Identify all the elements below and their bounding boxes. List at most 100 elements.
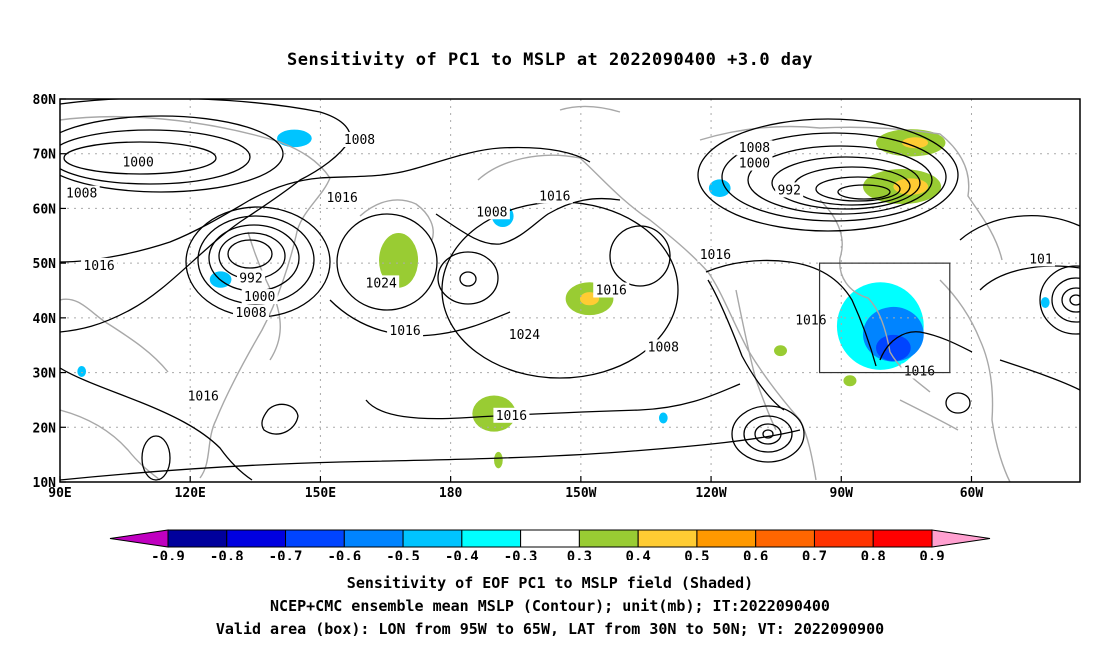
contour-label-bg — [775, 182, 804, 198]
colorbar-label: -0.5 — [386, 549, 420, 560]
contour-label: 1016 — [188, 390, 219, 405]
colorbar-label: -0.3 — [504, 549, 538, 560]
colorbar-swatch — [343, 529, 404, 548]
lat-tick-label: 60N — [33, 202, 57, 217]
contour-label: 1016 — [326, 191, 357, 206]
contour-label: 1016 — [700, 248, 731, 263]
lon-tick-label: 150W — [565, 486, 596, 501]
contour-label: 1008 — [235, 306, 266, 321]
colorbar: -0.9 -0.8 -0.7 -0.6 -0.5 -0.4 -0.3 0.3 0.4 0.5 0.6… — [109, 529, 991, 560]
contour-label-bg — [493, 407, 530, 423]
footer-caption-line1: Sensitivity of EOF PC1 to MSLP field (Sh… — [346, 574, 754, 592]
sensitivity-patch — [494, 451, 503, 469]
contour-label-bg — [506, 326, 543, 342]
contour-label-bg — [341, 132, 378, 148]
contour-label: 1024 — [509, 328, 540, 343]
contour-label-bg — [232, 304, 269, 320]
lon-tick-label: 120E — [175, 486, 206, 501]
sensitivity-patch — [277, 129, 312, 148]
lat-tick-label: 10N — [33, 476, 57, 491]
colorbar-label: 0.5 — [684, 549, 709, 560]
contour-label: 101 — [1029, 252, 1052, 267]
sensitivity-shading — [77, 129, 1050, 469]
contour-label: 992 — [777, 183, 800, 198]
lat-tick-label: 40N — [33, 312, 57, 327]
colorbar-swatch — [226, 529, 287, 548]
contour-label-bg — [901, 363, 938, 379]
contour-label: 992 — [239, 271, 262, 286]
sensitivity-patch — [876, 334, 911, 362]
colorbar-label: 0.6 — [743, 549, 768, 560]
contour-label-bg — [81, 257, 118, 273]
sensitivity-patch — [1040, 297, 1050, 309]
contour-label: 1008 — [344, 133, 375, 148]
contour-label: 1000 — [244, 290, 275, 305]
contour-label: 1016 — [596, 284, 627, 299]
colorbar-swatch — [167, 529, 228, 548]
lat-lon-grid — [60, 99, 1080, 482]
contour-label-bg — [63, 185, 100, 201]
contour-label-bg — [593, 282, 630, 298]
contour-label-bg — [363, 275, 400, 291]
colorbar-label: -0.6 — [327, 549, 361, 560]
lon-tick-label: 90E — [48, 486, 71, 501]
lat-tick-label: 70N — [33, 148, 57, 163]
sensitivity-patch — [708, 179, 731, 197]
contour-label: 1008 — [739, 141, 770, 156]
lat-tick-label: 50N — [33, 257, 57, 272]
colorbar-swatch — [813, 529, 874, 548]
contour-label-bg — [697, 246, 734, 262]
valid-area-rect — [818, 262, 951, 374]
contour-label-bg — [1026, 251, 1055, 267]
colorbar-label: 0.8 — [861, 549, 886, 560]
lon-tick-label: 120W — [695, 486, 726, 501]
colorbar-label: 0.4 — [626, 549, 651, 560]
contour-label: 1016 — [389, 324, 420, 339]
valid-area-box — [818, 262, 951, 374]
contour-label-bg — [645, 339, 682, 355]
colorbar-swatch — [637, 529, 698, 548]
contour-label: 1024 — [366, 276, 397, 291]
footer-caption-line3: Valid area (box): LON from 95W to 65W, L… — [215, 620, 885, 638]
colorbar-swatch — [872, 529, 933, 548]
lon-tick-label: 180 — [439, 486, 463, 501]
mslp-contours — [60, 99, 1080, 481]
colorbar-max-arrow — [931, 529, 991, 548]
lat-tick-label: 80N — [33, 93, 57, 108]
colorbar-swatch — [461, 529, 522, 548]
contour-label: 1016 — [83, 259, 114, 274]
contour-label: 1008 — [66, 187, 97, 202]
map-border — [59, 98, 1081, 483]
contour-label: 1000 — [122, 155, 153, 170]
lat-tick-label: 20N — [33, 421, 57, 436]
contour-label-bg — [387, 322, 424, 338]
colorbar-label: 0.3 — [567, 549, 592, 560]
contour-label: 1008 — [476, 205, 507, 220]
colorbar-swatch — [402, 529, 463, 548]
contour-label-bg — [473, 204, 510, 220]
sensitivity-patch — [379, 233, 419, 288]
contour-label: 1016 — [496, 409, 527, 424]
sensitivity-patch — [658, 412, 668, 424]
colorbar-swatch — [285, 529, 345, 548]
colorbar-label: -0.9 — [151, 549, 185, 560]
contour-label: 1016 — [539, 189, 570, 204]
lon-tick-label: 90W — [830, 486, 854, 501]
page-title: Sensitivity of PC1 to MSLP at 2022090400… — [286, 50, 813, 70]
sensitivity-patch — [774, 345, 788, 357]
sensitivity-patch — [77, 366, 87, 377]
contour-label-bg — [736, 155, 773, 171]
contour-label: 1000 — [739, 157, 770, 172]
contour-label-bg — [736, 140, 773, 156]
colorbar-swatch — [578, 529, 639, 548]
contour-label-bg — [241, 289, 278, 305]
contour-label-bg — [185, 388, 222, 404]
colorbar-swatch — [520, 529, 580, 548]
lon-tick-label: 60W — [960, 486, 984, 501]
colorbar-min-arrow — [109, 529, 169, 548]
contour-label-bg — [236, 270, 265, 286]
colorbar-label: -0.8 — [210, 549, 244, 560]
footer-caption-line2: NCEP+CMC ensemble mean MSLP (Contour); u… — [270, 597, 830, 615]
